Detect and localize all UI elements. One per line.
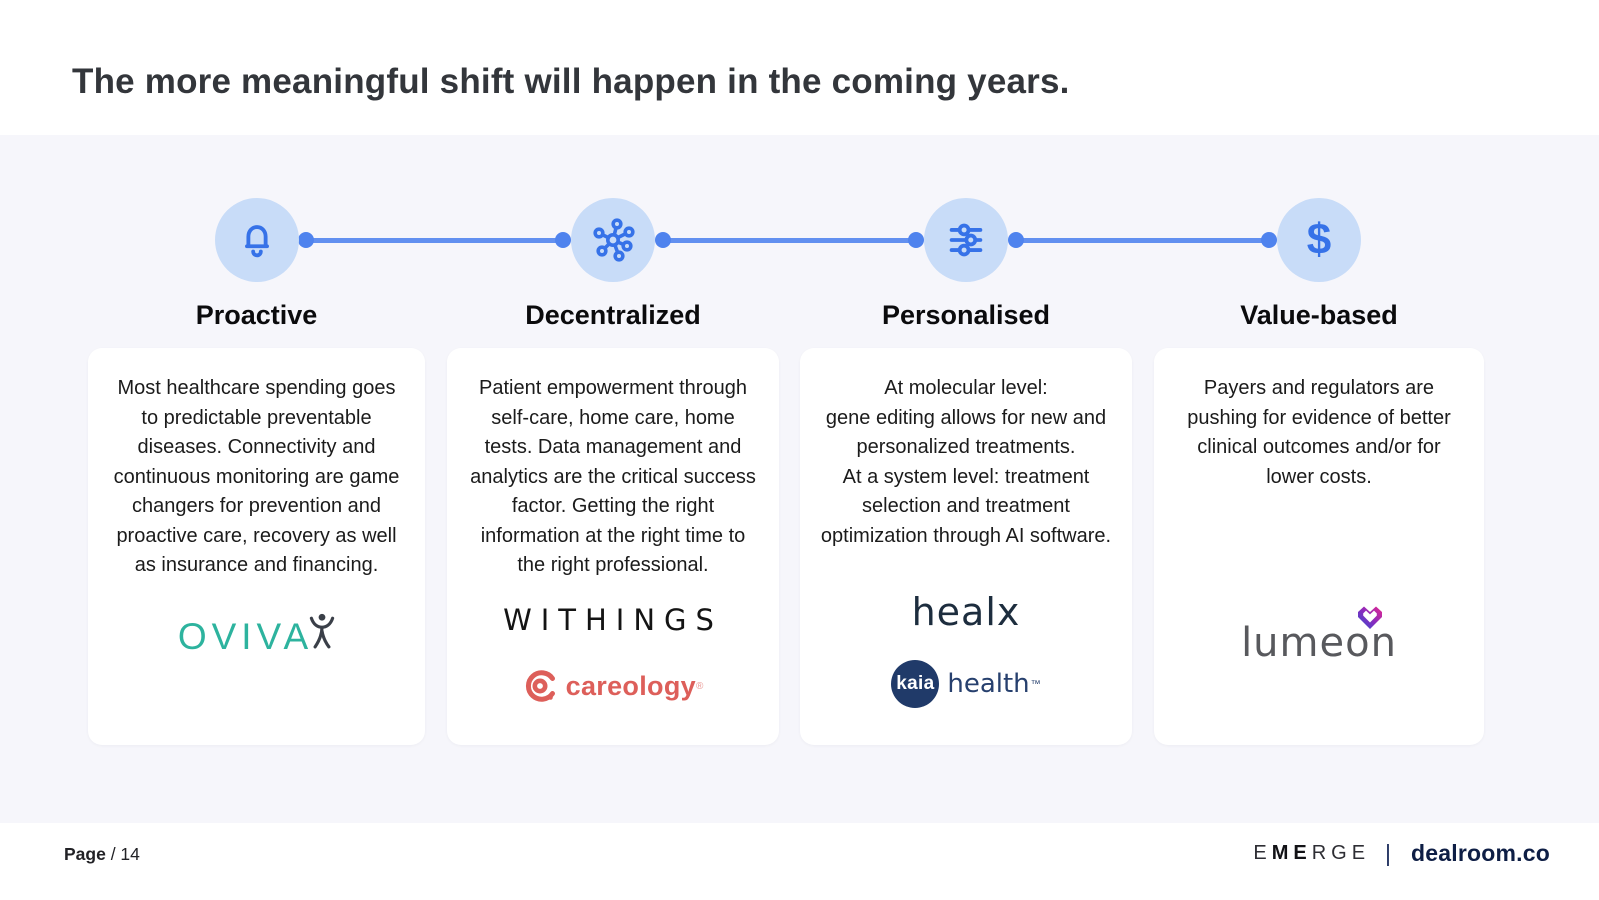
careology-logo-text: careology xyxy=(565,670,696,701)
timeline-dot xyxy=(1008,232,1024,248)
stage-title: Decentralized xyxy=(525,300,701,330)
stage-card: Payers and regulators are pushing for ev… xyxy=(1154,348,1484,745)
emerge-logo-text: RGE xyxy=(1311,842,1371,864)
withings-logo-text: WITHINGS xyxy=(503,603,723,637)
page-number: / 14 xyxy=(110,844,140,864)
page-indicator: Page / 14 xyxy=(64,844,140,865)
dollar-icon: $ xyxy=(1277,198,1361,282)
oviva-logo: OVIVA xyxy=(88,613,425,658)
footer-brands: EMERGE | dealroom.co xyxy=(1253,840,1550,867)
healx-logo-text: healx xyxy=(911,590,1021,634)
timeline-dot xyxy=(655,232,671,248)
stage-description: At molecular level: gene editing allows … xyxy=(820,377,1112,547)
dollar-symbol: $ xyxy=(1306,215,1332,264)
stage-proactive: Proactive Most healthcare spending goes … xyxy=(88,198,425,745)
dealroom-logo: dealroom.co xyxy=(1411,840,1550,866)
network-icon xyxy=(571,198,655,282)
timeline-segment xyxy=(306,238,563,243)
lumeon-logo: lumeon xyxy=(1154,606,1484,666)
stage-description: Patient empowerment through self-care, h… xyxy=(470,377,756,576)
lumeon-heart-icon xyxy=(1357,606,1382,629)
kaia-health-text: health xyxy=(947,669,1030,699)
stage-decentralized: Decentralized Patient empowerment throug… xyxy=(447,198,779,745)
timeline-dot xyxy=(298,232,314,248)
sliders-icon xyxy=(924,198,1008,282)
careology-registered-mark: ® xyxy=(695,680,704,692)
kaia-logo-mark: kaia xyxy=(891,660,940,708)
timeline-dot xyxy=(908,232,924,248)
bell-icon xyxy=(214,198,299,282)
page-label: Page xyxy=(64,844,106,864)
stage-card: Patient empowerment through self-care, h… xyxy=(447,348,779,745)
timeline-dot xyxy=(555,232,571,248)
stage-description: Payers and regulators are pushing for ev… xyxy=(1187,377,1451,488)
page-title: The more meaningful shift will happen in… xyxy=(72,62,1070,101)
healx-logo: healx xyxy=(800,590,1132,634)
emerge-logo-text: E xyxy=(1253,842,1272,864)
stage-card: At molecular level: gene editing allows … xyxy=(800,348,1132,745)
careology-icon xyxy=(525,670,555,702)
kaia-trademark: ™ xyxy=(1030,678,1041,690)
stage-title: Proactive xyxy=(195,300,318,330)
emerge-logo-text-bold: ME xyxy=(1271,842,1312,864)
timeline-segment xyxy=(663,238,916,243)
stage-title: Personalised xyxy=(881,300,1051,330)
timeline-dot xyxy=(1261,232,1277,248)
brand-separator: | xyxy=(1385,840,1392,866)
stage-personalised: Personalised At molecular level: gene ed… xyxy=(800,198,1132,745)
timeline-segment xyxy=(1016,238,1269,243)
emerge-logo: EMERGE xyxy=(1253,842,1370,865)
stage-title: Value-based xyxy=(1240,300,1398,330)
withings-logo: WITHINGS xyxy=(447,603,779,637)
stage-value-based: $ Value-based Payers and regulators are … xyxy=(1154,198,1484,745)
oviva-logo-text: OVIVA xyxy=(177,616,314,657)
stage-description: Most healthcare spending goes to predict… xyxy=(113,377,400,576)
oviva-figure-icon xyxy=(309,613,335,649)
footer: Page / 14 EMERGE | dealroom.co xyxy=(0,840,1599,880)
kaia-health-logo: kaia health ™ xyxy=(800,660,1132,708)
stage-card: Most healthcare spending goes to predict… xyxy=(88,348,425,745)
kaia-logo-text: kaia xyxy=(896,673,935,694)
careology-logo: careology ® xyxy=(447,668,779,704)
